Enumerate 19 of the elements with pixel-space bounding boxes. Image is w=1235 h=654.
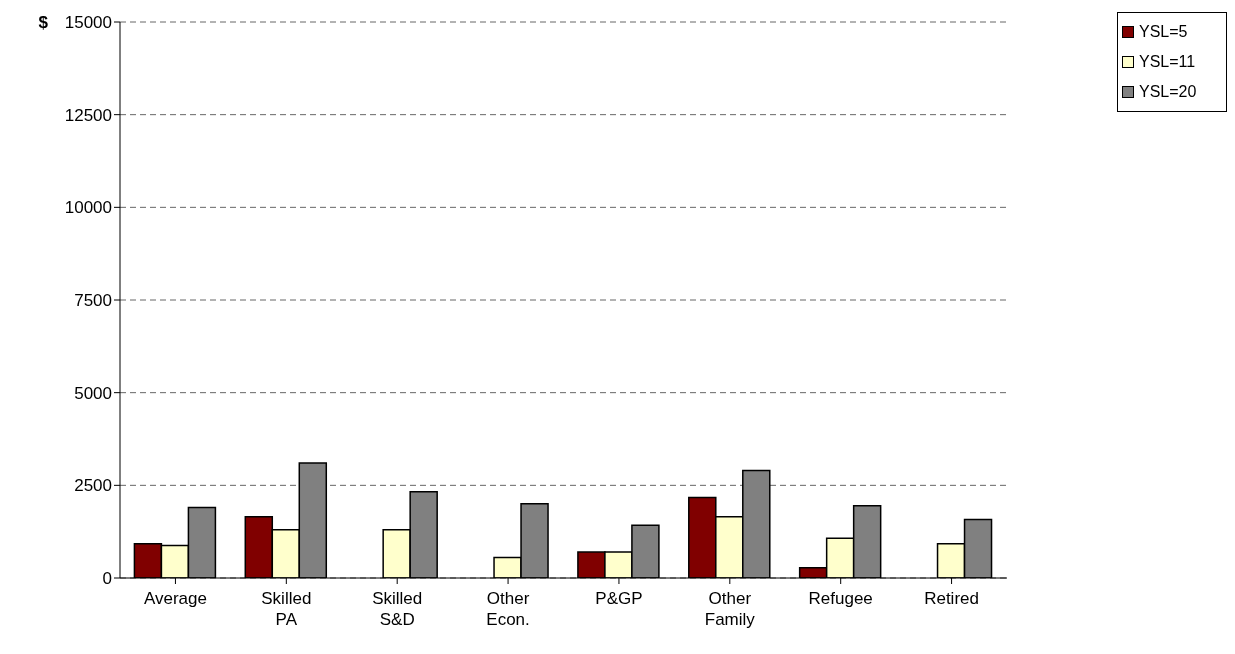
x-tick-label: Other Econ. — [486, 589, 530, 629]
y-tick-label: 12500 — [64, 105, 112, 125]
legend-label: YSL=5 — [1139, 23, 1188, 41]
y-tick-label: 2500 — [74, 476, 112, 496]
x-tick-label: Average — [143, 589, 207, 608]
y-tick-label: 10000 — [64, 198, 112, 218]
y-axis-title: $ — [38, 13, 49, 32]
legend-label: YSL=11 — [1139, 53, 1196, 71]
y-tick-label: 5000 — [74, 383, 112, 403]
x-tick-label: Refugee — [808, 589, 873, 608]
x-tick-label: P&GP — [595, 589, 643, 608]
y-tick-label: 7500 — [74, 291, 112, 311]
x-tick-label: Skilled PA — [261, 589, 312, 629]
x-tick-label: Other Family — [704, 589, 756, 629]
legend-label: YSL=20 — [1139, 83, 1197, 101]
x-tick-label: Skilled S&D — [372, 589, 423, 629]
x-tick-label: Retired — [924, 589, 979, 608]
y-tick-label: 0 — [102, 569, 112, 589]
y-tick-label: 15000 — [64, 13, 112, 33]
